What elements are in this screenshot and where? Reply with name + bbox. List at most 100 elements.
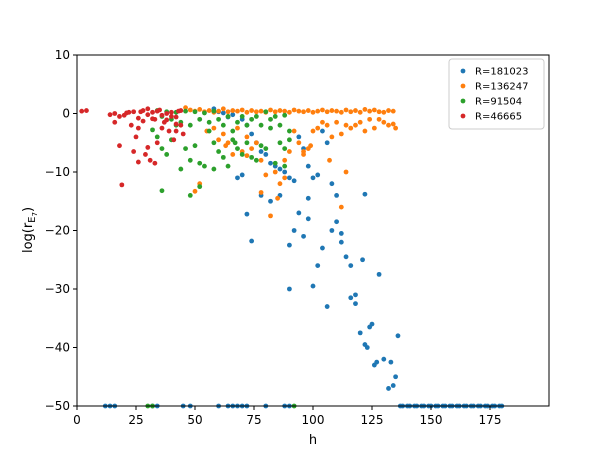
data-point [140, 108, 146, 113]
data-point [386, 108, 391, 113]
data-point [230, 112, 236, 118]
data-point [223, 143, 229, 149]
data-point [287, 175, 292, 181]
data-point [268, 125, 273, 131]
data-point [388, 359, 394, 365]
data-point [235, 119, 240, 125]
data-point [159, 146, 165, 152]
data-point [287, 128, 292, 134]
data-point [253, 109, 259, 115]
data-point [362, 191, 368, 197]
legend-entry: R=46665 [475, 112, 522, 123]
data-point [183, 108, 188, 114]
data-point [360, 257, 365, 263]
data-point [187, 107, 193, 113]
legend-entry: R=136247 [475, 82, 529, 93]
data-point [287, 137, 292, 143]
data-point [244, 122, 250, 128]
data-point [305, 216, 311, 222]
data-point [235, 125, 240, 131]
data-point [320, 107, 325, 113]
data-point [145, 106, 151, 112]
data-point [225, 109, 231, 115]
data-point [315, 263, 321, 268]
data-point [211, 125, 217, 131]
data-point [343, 107, 349, 113]
data-point [178, 166, 184, 172]
series-3 [145, 108, 297, 409]
data-point [220, 122, 226, 128]
data-point [192, 188, 198, 194]
data-point [374, 359, 380, 365]
x-tick-label: 100 [302, 413, 325, 427]
data-point [277, 166, 283, 172]
data-point [135, 159, 141, 165]
data-point [197, 184, 203, 190]
data-point [329, 108, 335, 113]
data-point [272, 160, 278, 166]
data-point [324, 109, 330, 115]
data-point [353, 108, 358, 113]
data-point [263, 172, 269, 178]
data-point [131, 109, 137, 115]
y-axis-ticks: 10 0 −10 −20 −30 −40 −50 [45, 48, 77, 413]
data-point [164, 117, 170, 123]
data-point [334, 108, 339, 114]
data-point [230, 128, 236, 134]
data-point [258, 143, 264, 149]
data-point [216, 149, 222, 154]
data-point [112, 119, 118, 125]
data-point [268, 160, 273, 166]
data-point [268, 116, 273, 122]
data-point [320, 119, 325, 125]
data-point [197, 160, 203, 166]
data-point [206, 128, 212, 134]
data-point [305, 195, 311, 201]
data-point [192, 109, 198, 115]
data-point [277, 181, 283, 187]
data-point [291, 107, 297, 113]
data-point [239, 172, 245, 178]
data-point [287, 149, 292, 154]
data-point [338, 239, 344, 245]
data-point [79, 108, 85, 114]
data-point [334, 219, 339, 225]
data-point [390, 121, 396, 127]
data-point [390, 108, 396, 114]
data-point [145, 112, 151, 118]
legend: R=181023 R=136247 R=91504 R=46665 [448, 58, 545, 130]
data-point [258, 149, 264, 154]
series-2 [183, 105, 398, 219]
data-point [225, 163, 231, 169]
data-point [343, 169, 349, 175]
data-point [353, 122, 358, 128]
data-point [202, 163, 207, 169]
data-point [343, 122, 349, 128]
data-point [216, 116, 222, 122]
data-point [272, 169, 278, 175]
data-point [275, 195, 280, 201]
data-point [301, 233, 306, 239]
data-point [291, 128, 297, 134]
data-point [249, 238, 255, 244]
x-tick-label: 25 [128, 413, 143, 427]
data-point [291, 178, 297, 184]
data-point [152, 160, 158, 166]
data-point [282, 146, 288, 152]
data-point [131, 149, 137, 154]
data-point [173, 128, 179, 134]
data-point [277, 122, 283, 128]
data-point [154, 134, 160, 140]
data-point [235, 146, 240, 152]
data-point [362, 107, 368, 112]
data-point [376, 116, 382, 122]
data-point [230, 152, 236, 157]
data-point [192, 143, 198, 149]
data-point [362, 128, 368, 134]
data-point [308, 143, 314, 149]
data-point [296, 108, 302, 114]
data-point [315, 125, 321, 131]
data-point [164, 152, 170, 157]
data-point [244, 211, 250, 217]
data-point [348, 125, 354, 131]
